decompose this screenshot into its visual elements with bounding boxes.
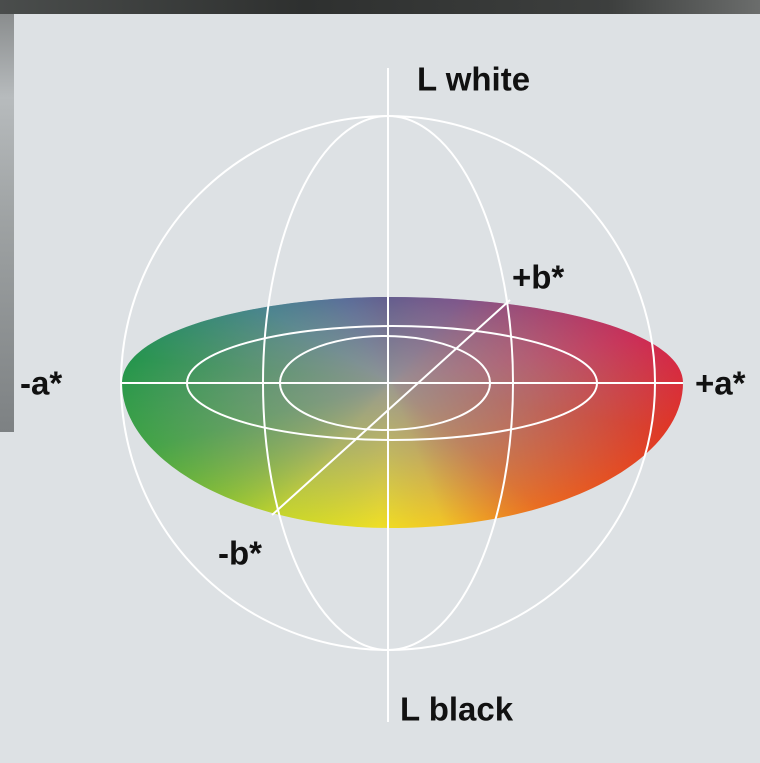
axis-label: +b* bbox=[512, 259, 564, 296]
color-disk-fill bbox=[122, 297, 683, 528]
color-disk bbox=[122, 297, 683, 528]
axis-label: -b* bbox=[218, 535, 262, 572]
axis-label: L white bbox=[417, 61, 530, 98]
axis-label: -a* bbox=[20, 365, 62, 402]
axis-label: +a* bbox=[695, 365, 746, 402]
axis-label: L black bbox=[400, 691, 514, 728]
page: L white L black -a* +a* +b* -b* (() => {… bbox=[0, 0, 760, 763]
lab-diagram: L white L black -a* +a* +b* -b* bbox=[0, 0, 760, 763]
